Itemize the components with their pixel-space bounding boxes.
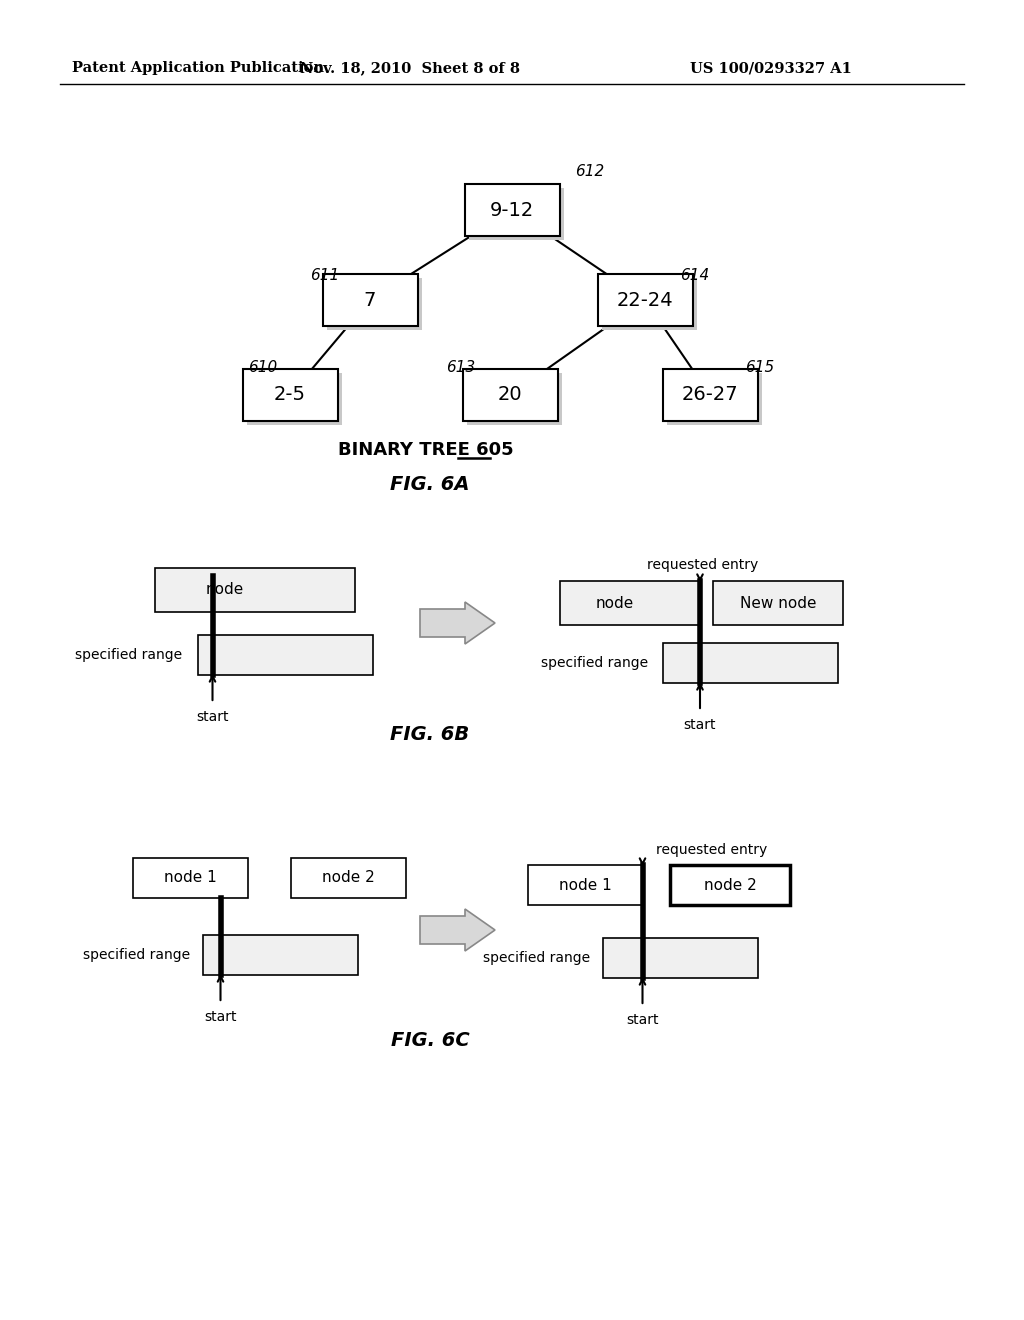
Text: 614: 614: [680, 268, 710, 284]
Bar: [243, 370, 338, 421]
Bar: [247, 374, 341, 425]
Text: node: node: [596, 595, 634, 610]
Text: 20: 20: [498, 385, 522, 404]
Text: BINARY TREE 605: BINARY TREE 605: [338, 441, 514, 459]
Text: start: start: [627, 1012, 658, 1027]
Bar: [663, 370, 758, 421]
Text: node 2: node 2: [703, 878, 757, 892]
Text: Nov. 18, 2010  Sheet 8 of 8: Nov. 18, 2010 Sheet 8 of 8: [300, 61, 520, 75]
Text: 610: 610: [248, 360, 278, 375]
Bar: [132, 858, 248, 898]
Bar: [463, 370, 557, 421]
Text: 2-5: 2-5: [274, 385, 306, 404]
Text: FIG. 6A: FIG. 6A: [390, 474, 470, 494]
Bar: [670, 865, 790, 906]
FancyArrow shape: [420, 909, 495, 950]
Text: 615: 615: [745, 360, 774, 375]
Bar: [469, 187, 563, 240]
Text: specified range: specified range: [541, 656, 648, 671]
Text: start: start: [197, 710, 228, 723]
Bar: [602, 939, 758, 978]
Text: specified range: specified range: [83, 948, 190, 962]
Bar: [560, 581, 700, 624]
Text: start: start: [204, 1010, 237, 1024]
Text: FIG. 6C: FIG. 6C: [391, 1031, 469, 1049]
Text: node: node: [206, 582, 244, 598]
Bar: [527, 865, 642, 906]
Text: node 1: node 1: [559, 878, 611, 892]
Bar: [467, 374, 561, 425]
Text: 22-24: 22-24: [616, 290, 674, 309]
Text: Patent Application Publication: Patent Application Publication: [72, 61, 324, 75]
FancyArrow shape: [420, 602, 495, 644]
Bar: [327, 279, 422, 330]
Text: node 1: node 1: [164, 870, 216, 886]
Text: 26-27: 26-27: [682, 385, 738, 404]
Text: 611: 611: [310, 268, 339, 284]
Text: 613: 613: [446, 360, 475, 375]
Text: specified range: specified range: [75, 648, 182, 663]
Bar: [203, 935, 357, 975]
Bar: [323, 275, 418, 326]
Bar: [601, 279, 696, 330]
Bar: [713, 581, 843, 624]
Text: requested entry: requested entry: [656, 843, 768, 857]
Text: FIG. 6B: FIG. 6B: [390, 726, 470, 744]
Text: requested entry: requested entry: [647, 558, 759, 572]
Text: start: start: [684, 718, 716, 733]
Bar: [291, 858, 406, 898]
Text: specified range: specified range: [483, 950, 590, 965]
Text: 7: 7: [364, 290, 376, 309]
Text: New node: New node: [739, 595, 816, 610]
Text: node 2: node 2: [322, 870, 375, 886]
Bar: [198, 635, 373, 675]
Bar: [155, 568, 355, 612]
Text: US 100/0293327 A1: US 100/0293327 A1: [690, 61, 852, 75]
Bar: [663, 643, 838, 682]
Text: 612: 612: [575, 165, 604, 180]
Bar: [597, 275, 692, 326]
Bar: [465, 183, 559, 236]
Bar: [667, 374, 762, 425]
Text: 9-12: 9-12: [489, 201, 535, 219]
